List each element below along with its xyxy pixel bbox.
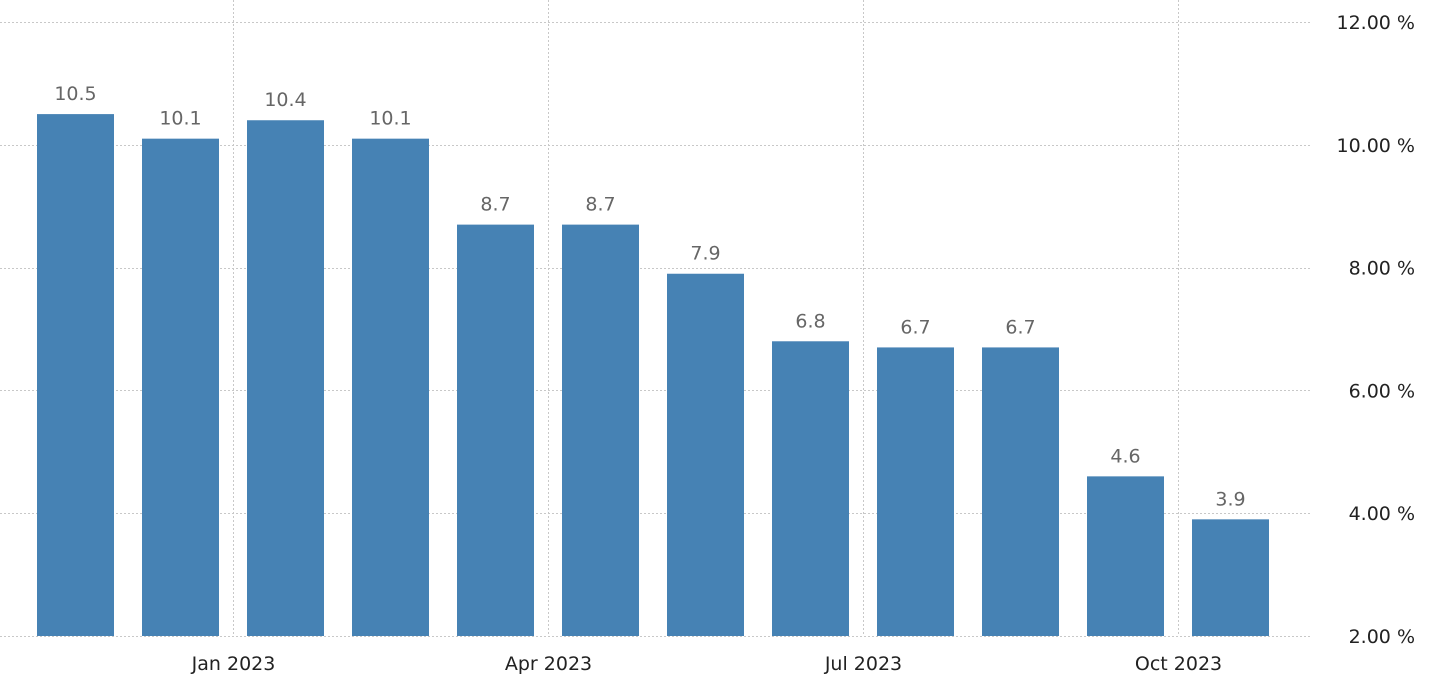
bar-value-label: 6.7 bbox=[1005, 316, 1035, 338]
y-tick-label: 6.00 % bbox=[1349, 380, 1415, 402]
bar bbox=[982, 347, 1059, 636]
x-tick-label: Jan 2023 bbox=[191, 653, 276, 675]
bar bbox=[37, 114, 114, 637]
bar-value-label: 10.1 bbox=[369, 108, 411, 130]
bar bbox=[1192, 519, 1269, 636]
bar-value-label: 6.8 bbox=[795, 310, 825, 332]
bar bbox=[877, 347, 954, 636]
y-axis-tick-labels: 2.00 % 4.00 % 6.00 % 8.00 % 10.00 % 12.00 % bbox=[1337, 12, 1416, 648]
bar-value-label: 10.4 bbox=[264, 89, 306, 111]
bar-value-labels: 10.5 10.1 10.4 10.1 8.7 8.7 7.9 6.8 6.7 6.7 4.6 3.9 bbox=[54, 83, 1245, 510]
bar-value-label: 8.7 bbox=[585, 194, 615, 216]
bar-value-label: 3.9 bbox=[1215, 488, 1245, 510]
bar bbox=[457, 224, 534, 636]
bar bbox=[247, 120, 324, 637]
bars bbox=[37, 114, 1269, 637]
bar-value-label: 7.9 bbox=[690, 243, 720, 265]
bar-value-label: 10.1 bbox=[159, 108, 201, 130]
bar bbox=[142, 138, 219, 636]
y-tick-label: 4.00 % bbox=[1349, 503, 1415, 525]
bar bbox=[772, 341, 849, 636]
y-tick-label: 12.00 % bbox=[1337, 12, 1416, 34]
x-tick-label: Oct 2023 bbox=[1135, 653, 1222, 675]
x-tick-label: Jul 2023 bbox=[824, 653, 902, 675]
x-axis-tick-labels: Jan 2023 Apr 2023 Jul 2023 Oct 2023 bbox=[191, 653, 1222, 675]
x-tick-label: Apr 2023 bbox=[505, 653, 592, 675]
bar bbox=[562, 224, 639, 636]
bar-value-label: 6.7 bbox=[900, 316, 930, 338]
y-tick-label: 8.00 % bbox=[1349, 258, 1415, 280]
bar-value-label: 10.5 bbox=[54, 83, 96, 105]
bar bbox=[667, 273, 744, 636]
bar-value-label: 8.7 bbox=[480, 194, 510, 216]
y-tick-label: 2.00 % bbox=[1349, 626, 1415, 648]
bar bbox=[352, 138, 429, 636]
bar-value-label: 4.6 bbox=[1110, 445, 1140, 467]
y-tick-label: 10.00 % bbox=[1337, 135, 1416, 157]
bar bbox=[1087, 476, 1164, 636]
